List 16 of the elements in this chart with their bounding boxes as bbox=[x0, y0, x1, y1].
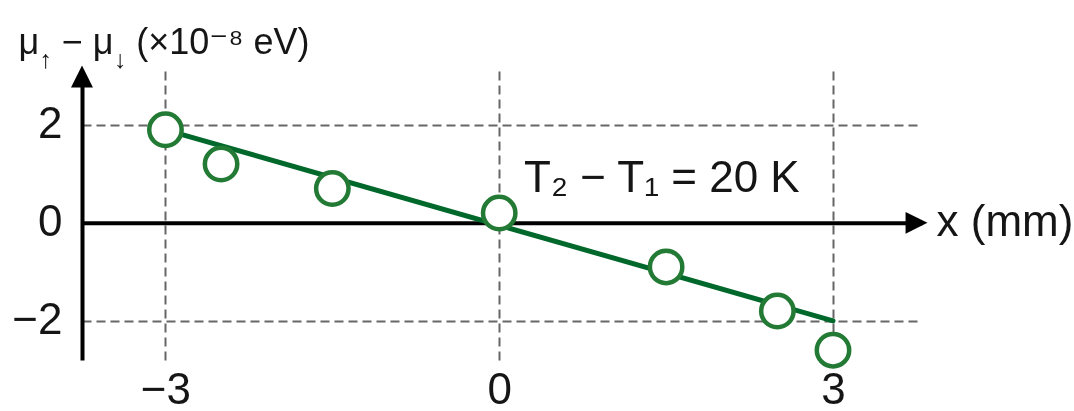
point bbox=[758, 292, 796, 330]
point bbox=[202, 145, 240, 183]
point bbox=[647, 248, 685, 286]
annotation: T₂ − T₁ = 20 K bbox=[524, 152, 800, 201]
x-tick-label: 0 bbox=[487, 363, 512, 411]
y-tick-label: 0 bbox=[38, 196, 63, 246]
x-tick-label: 3 bbox=[821, 363, 846, 411]
point bbox=[313, 170, 351, 207]
y-axis-title: μ$_{↑}$ − μ$_{↓}$ (×10⁻⁸ eV) bbox=[18, 20, 310, 73]
y-tick-label: 2 bbox=[38, 98, 63, 148]
x-axis-title: x (mm) bbox=[936, 196, 1074, 246]
point bbox=[146, 111, 184, 149]
x-tick-label: −3 bbox=[140, 363, 192, 411]
point bbox=[480, 194, 518, 232]
y-tick-label: −2 bbox=[12, 294, 63, 344]
point bbox=[814, 331, 852, 369]
